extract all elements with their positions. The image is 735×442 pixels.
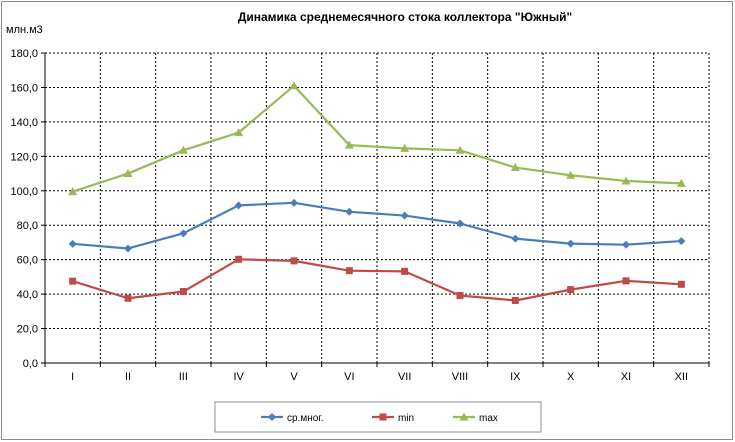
y-tick-label: 160,0: [10, 82, 38, 94]
series-line: [72, 84, 682, 193]
series-max: [68, 81, 686, 196]
data-point: [510, 163, 520, 172]
legend-marker: [459, 412, 469, 421]
data-point: [676, 178, 686, 187]
y-tick-label: 80,0: [17, 220, 38, 232]
data-point: [400, 211, 409, 220]
data-point: [179, 288, 187, 296]
data-point: [289, 81, 299, 90]
y-tick-label: 20,0: [17, 324, 38, 336]
data-point: [345, 267, 353, 275]
data-point: [677, 237, 686, 246]
data-point: [456, 219, 464, 228]
x-tick-label: XII: [675, 371, 688, 383]
x-tick-label: II: [125, 371, 131, 383]
data-point: [622, 277, 630, 285]
data-point: [68, 239, 77, 248]
y-tick-label: 100,0: [10, 186, 38, 198]
data-point: [400, 143, 410, 152]
series-ср.мног.: [68, 198, 686, 253]
x-tick-label: VII: [398, 371, 411, 383]
chart-title: Динамика среднемесячного стока коллектор…: [238, 10, 572, 24]
legend-label: max: [479, 413, 498, 424]
data-point: [566, 170, 576, 179]
data-point: [69, 277, 77, 285]
data-point: [123, 169, 133, 178]
legend-entry: max: [453, 412, 498, 424]
data-point: [677, 280, 685, 288]
data-point: [179, 229, 188, 238]
data-point: [345, 207, 354, 216]
x-tick-label: VI: [344, 371, 354, 383]
axes: [41, 52, 710, 367]
data-point: [566, 239, 575, 248]
data-point: [567, 286, 575, 294]
series-line: [72, 258, 682, 302]
series-lines: [68, 81, 686, 304]
data-point: [178, 145, 188, 154]
x-tick-label: IV: [233, 371, 244, 383]
y-tick-label: 180,0: [10, 48, 38, 60]
legend-label: ср.мног.: [287, 413, 324, 424]
y-tick-label: 0,0: [23, 358, 38, 370]
data-point: [124, 294, 132, 302]
data-point: [290, 198, 298, 207]
data-point: [456, 291, 464, 299]
data-point: [401, 267, 409, 275]
x-tick-label: X: [567, 371, 575, 383]
data-point: [621, 176, 631, 185]
legend-marker: [268, 413, 276, 421]
y-tick-label: 140,0: [10, 117, 38, 129]
data-point: [290, 257, 298, 265]
grid: [45, 52, 710, 363]
data-point: [124, 244, 132, 253]
legend: ср.мног. min max: [261, 412, 498, 424]
x-tick-label: IX: [510, 371, 521, 383]
x-tick-label: V: [290, 371, 298, 383]
data-point: [511, 234, 520, 243]
legend-marker: [379, 413, 387, 421]
y-tick-label: 60,0: [17, 255, 38, 267]
x-tick-label: XI: [621, 371, 631, 383]
data-point: [622, 240, 630, 249]
data-point: [235, 255, 243, 263]
y-tick-labels: 0,0 20,0 40,0 60,0 80,0 100,0 120,0 140,0 160,0 1…: [10, 48, 38, 370]
legend-entry: min: [372, 413, 414, 424]
data-point: [234, 128, 244, 137]
data-point: [344, 140, 354, 149]
series-min: [69, 255, 685, 304]
data-point: [511, 296, 519, 304]
legend-label: min: [398, 413, 414, 424]
data-point: [455, 145, 465, 154]
y-tick-label: 120,0: [10, 151, 38, 163]
series-line: [72, 201, 682, 250]
y-axis-unit-label: млн.м3: [6, 24, 43, 36]
x-tick-label: III: [179, 371, 188, 383]
x-tick-label: VIII: [452, 371, 469, 383]
x-tick-labels: I II III IV V VI VII VIII IX X XI XII: [71, 371, 688, 383]
y-tick-label: 40,0: [17, 289, 38, 301]
x-tick-label: I: [71, 371, 74, 383]
data-point: [234, 201, 243, 210]
legend-entry: ср.мног.: [261, 413, 324, 424]
data-point: [68, 187, 78, 196]
